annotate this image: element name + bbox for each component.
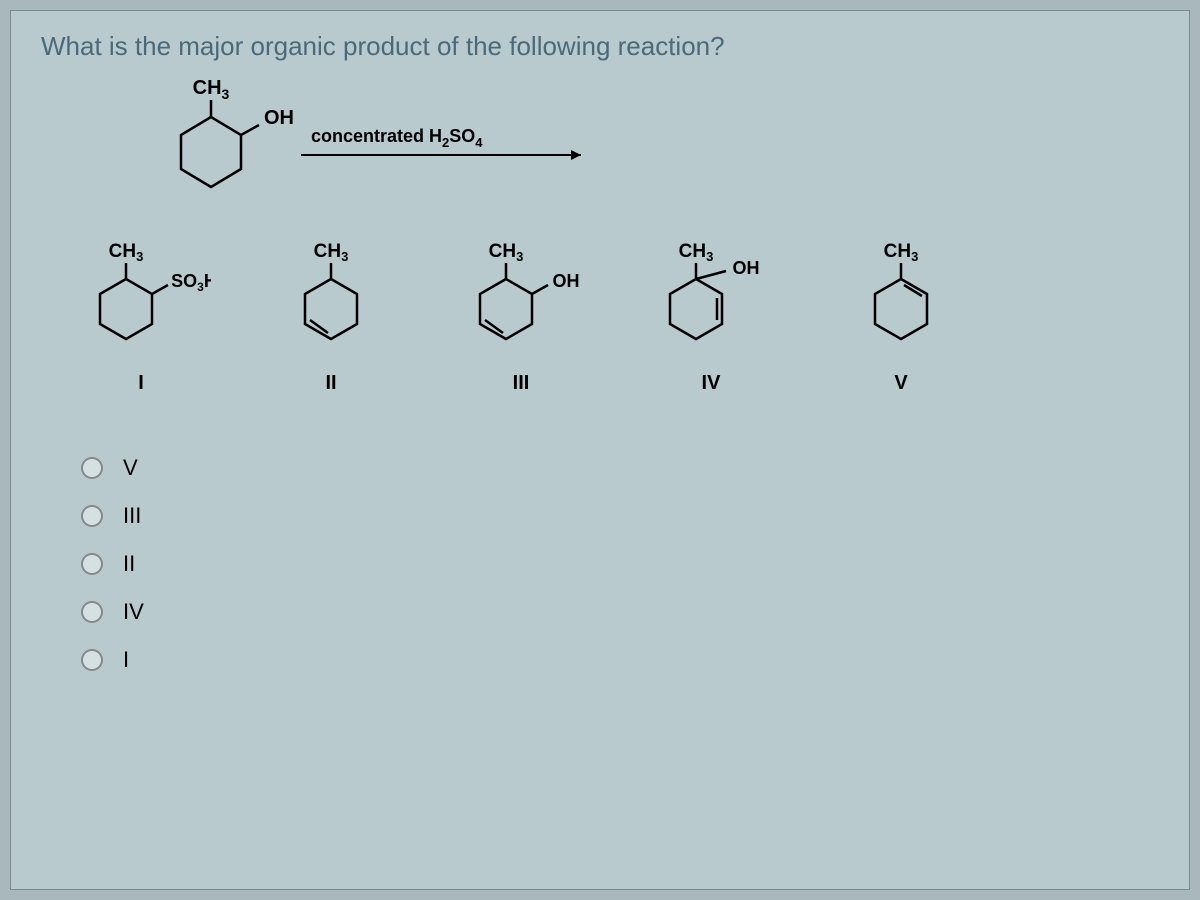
structure-5: CH3 V: [831, 227, 971, 395]
structure-label-2: II: [325, 372, 336, 395]
option-label: I: [123, 647, 129, 673]
structure-label-5: V: [894, 372, 907, 395]
radio-button[interactable]: [81, 553, 103, 575]
structure-label-1: I: [138, 372, 144, 395]
option-label: IV: [123, 599, 144, 625]
svg-text:OH: OH: [553, 271, 580, 291]
radio-button[interactable]: [81, 649, 103, 671]
option-label: III: [123, 503, 141, 529]
svg-text:CH3: CH3: [314, 241, 349, 264]
question-text: What is the major organic product of the…: [41, 31, 1159, 62]
svg-text:OH: OH: [733, 258, 760, 278]
radio-button[interactable]: [81, 505, 103, 527]
option-row-i[interactable]: I: [81, 647, 1159, 673]
answer-options: V III II IV I: [81, 455, 1159, 673]
starting-material-svg: CH3 OH concentrated H2SO4: [161, 77, 661, 217]
structure-1: CH3 SO3H I: [71, 227, 211, 395]
structures-row: CH3 SO3H I CH3 II: [71, 227, 1159, 395]
radio-button[interactable]: [81, 601, 103, 623]
option-row-iii[interactable]: III: [81, 503, 1159, 529]
structure-label-4: IV: [702, 372, 721, 395]
quiz-container: What is the major organic product of the…: [10, 10, 1190, 890]
radio-button[interactable]: [81, 457, 103, 479]
svg-text:CH3: CH3: [884, 241, 919, 264]
option-row-v[interactable]: V: [81, 455, 1159, 481]
structure-label-3: III: [513, 372, 530, 395]
svg-text:CH3: CH3: [489, 241, 524, 264]
reaction-scheme: CH3 OH concentrated H2SO4: [161, 77, 1159, 207]
svg-text:CH3: CH3: [109, 241, 144, 264]
option-label: V: [123, 455, 138, 481]
structure-2: CH3 II: [261, 227, 401, 395]
svg-text:SO3H: SO3H: [171, 271, 211, 294]
option-row-ii[interactable]: II: [81, 551, 1159, 577]
svg-text:CH3: CH3: [679, 241, 714, 264]
svg-text:CH3: CH3: [193, 77, 230, 102]
svg-text:OH: OH: [264, 107, 294, 129]
structure-3: CH3 OH III: [451, 227, 591, 395]
option-row-iv[interactable]: IV: [81, 599, 1159, 625]
structure-4: CH3 OH IV: [641, 227, 781, 395]
reagent-text: concentrated H2SO4: [311, 126, 483, 150]
option-label: II: [123, 551, 135, 577]
